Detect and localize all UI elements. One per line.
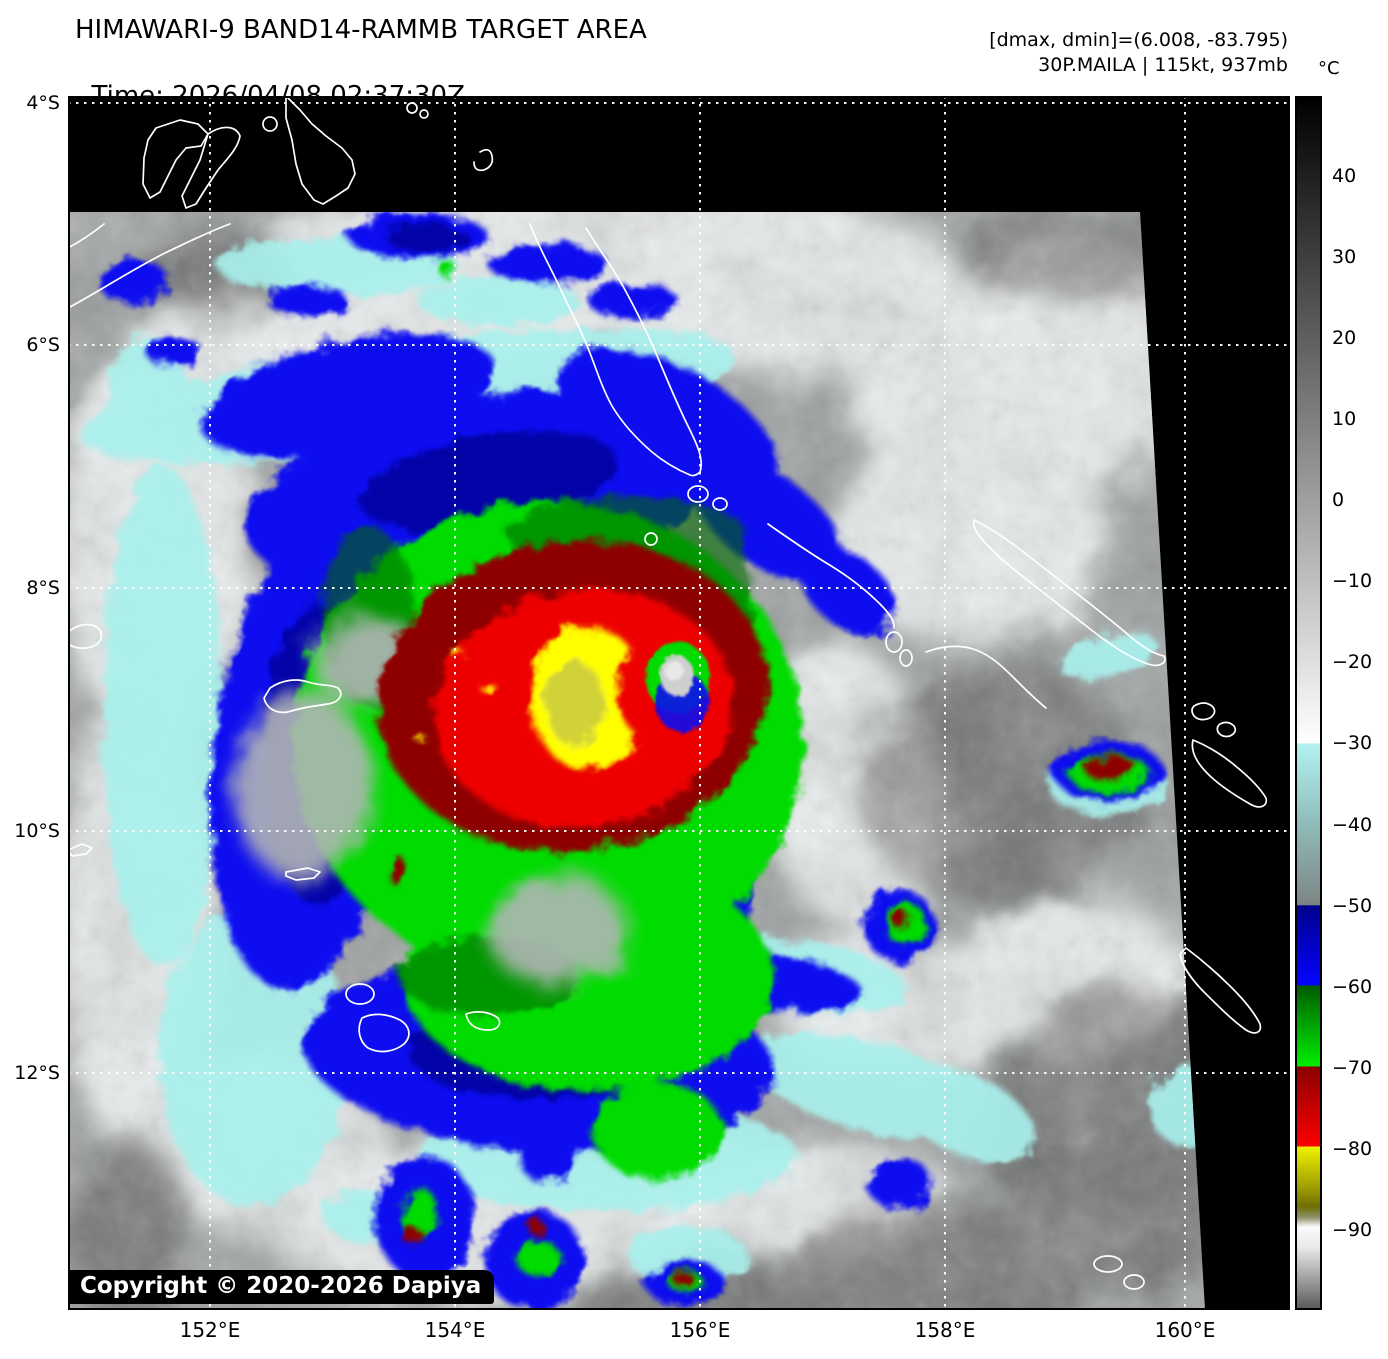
coast-islet bbox=[1123, 1274, 1145, 1290]
coast-new-hanover bbox=[142, 119, 209, 199]
coast-bougainville bbox=[972, 519, 1166, 667]
coast-islet bbox=[419, 109, 429, 119]
coast-islet bbox=[473, 148, 494, 172]
x-tick-label: 156°E bbox=[669, 1318, 731, 1342]
colorbar-tick-label: −90 bbox=[1332, 1219, 1373, 1241]
coast-islet bbox=[1216, 721, 1237, 738]
coast-woodlark bbox=[263, 679, 342, 714]
coast-duke-of-york bbox=[687, 485, 709, 503]
y-tick-label: 8°S bbox=[26, 577, 60, 599]
copyright-badge: Copyright © 2020-2026 Dapiya bbox=[70, 1270, 495, 1304]
coast-south-arc bbox=[925, 645, 1047, 709]
x-tick-label: 158°E bbox=[914, 1318, 976, 1342]
map-svg bbox=[68, 96, 1290, 1310]
colorbar bbox=[1295, 96, 1322, 1310]
coast-new-ireland-sw bbox=[68, 223, 231, 309]
satellite-map bbox=[68, 96, 1290, 1310]
colorbar-tick-label: −20 bbox=[1332, 651, 1373, 673]
y-tick-label: 10°S bbox=[14, 820, 60, 842]
coast-islet bbox=[885, 631, 903, 653]
coast-trobriand bbox=[68, 623, 103, 650]
colorbar-tick-label: −60 bbox=[1332, 976, 1373, 998]
coast-islet bbox=[1191, 702, 1216, 721]
coast-normanby bbox=[465, 1011, 501, 1031]
readout-block: [dmax, dmin]=(6.008, -83.795) 30P.MAILA … bbox=[728, 28, 1288, 78]
coastlines bbox=[68, 96, 1268, 1290]
colorbar-unit: °C bbox=[1318, 58, 1340, 79]
storm-eye bbox=[646, 642, 710, 732]
coast-fergusson bbox=[358, 1013, 410, 1053]
coast-islet bbox=[262, 116, 278, 132]
storm-readout: 30P.MAILA | 115kt, 937mb bbox=[1038, 54, 1288, 76]
colorbar-tick-label: 20 bbox=[1332, 327, 1357, 349]
coast-new-ireland-sw2 bbox=[68, 223, 105, 249]
colorbar-tick-label: −70 bbox=[1332, 1057, 1373, 1079]
coast-sliver bbox=[285, 867, 321, 881]
map-frame bbox=[68, 96, 1290, 1310]
coast-duke-of-york bbox=[712, 497, 728, 511]
coast-islet bbox=[899, 649, 913, 667]
cloud-layer bbox=[68, 212, 1205, 1310]
x-tick-label: 154°E bbox=[424, 1318, 486, 1342]
colorbar-tick-label: 30 bbox=[1332, 246, 1357, 268]
colorbar-tick-label: −30 bbox=[1332, 732, 1373, 754]
coast-new-britain-west bbox=[529, 223, 691, 476]
colorbar-tick-label: 40 bbox=[1332, 165, 1357, 187]
range-readout: [dmax, dmin]=(6.008, -83.795) bbox=[989, 29, 1288, 51]
yellow-core bbox=[416, 626, 646, 770]
coast-goodenough bbox=[345, 983, 375, 1005]
y-tick-label: 12°S bbox=[14, 1062, 60, 1084]
coast-islet bbox=[1093, 1255, 1123, 1273]
colorbar-tick-label: 0 bbox=[1332, 489, 1345, 511]
colorbar-tick-label: 10 bbox=[1332, 408, 1357, 430]
coast-sliver bbox=[68, 843, 93, 857]
page-title: HIMAWARI-9 BAND14-RAMMB TARGET AREA bbox=[75, 15, 647, 45]
colorbar-tick-label: −50 bbox=[1332, 895, 1373, 917]
coast-islet bbox=[644, 532, 658, 546]
colorbar-tick-label: −80 bbox=[1332, 1138, 1373, 1160]
colorbar-tick-label: −10 bbox=[1332, 570, 1373, 592]
lat-lon-grid bbox=[68, 96, 1290, 1310]
colorbar-tick-label: −40 bbox=[1332, 814, 1373, 836]
x-tick-label: 152°E bbox=[179, 1318, 241, 1342]
coast-new-hanover-east bbox=[181, 126, 241, 209]
coast-new-ireland bbox=[285, 96, 356, 205]
coast-santa-isabel bbox=[1179, 947, 1262, 1034]
x-tick-label: 160°E bbox=[1154, 1318, 1216, 1342]
coast-gazelle bbox=[767, 523, 895, 629]
y-tick-label: 6°S bbox=[26, 334, 60, 356]
y-tick-label: 4°S bbox=[26, 92, 60, 114]
coast-choiseul bbox=[1191, 739, 1268, 808]
